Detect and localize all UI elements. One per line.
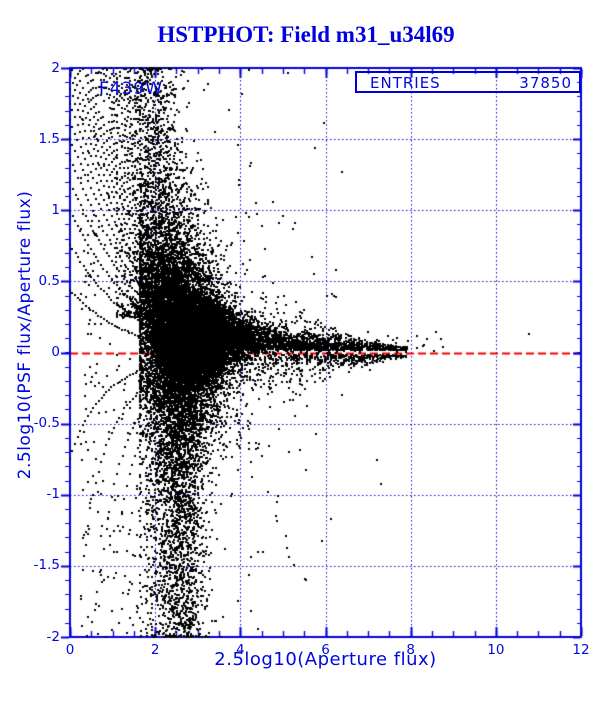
y-tick-label: -2: [46, 628, 60, 645]
entries-box: ENTRIES 37850: [355, 71, 581, 93]
x-tick-label: 4: [236, 642, 245, 658]
y-tick-label: 1: [51, 201, 60, 218]
y-tick-label: -0.5: [33, 415, 60, 432]
y-tick-label: -1.5: [33, 557, 60, 574]
entries-value: 37850: [519, 74, 572, 92]
y-tick-label: 0: [51, 344, 60, 360]
x-axis-title: 2.5log10(Aperture flux): [214, 649, 437, 670]
x-tick-label: 6: [321, 642, 330, 658]
x-tick-label: 2: [150, 642, 160, 658]
entries-label: ENTRIES: [370, 74, 441, 92]
page-title: HSTPHOT: Field m31_u34l69: [157, 22, 455, 47]
x-tick-label: 12: [572, 642, 590, 658]
y-tick-label: 0.5: [38, 272, 60, 289]
y-tick-label: 1.5: [38, 130, 60, 147]
y-axis-title: 2.5log10(PSF flux/Aperture flux): [15, 190, 35, 480]
y-tick-label: -1: [46, 486, 60, 503]
filter-label: F439W: [99, 79, 164, 99]
y-tick-label: 2: [51, 59, 60, 76]
x-tick-label: 10: [487, 642, 505, 658]
x-tick-label: 8: [406, 642, 415, 658]
x-tick-label: 0: [65, 642, 75, 658]
